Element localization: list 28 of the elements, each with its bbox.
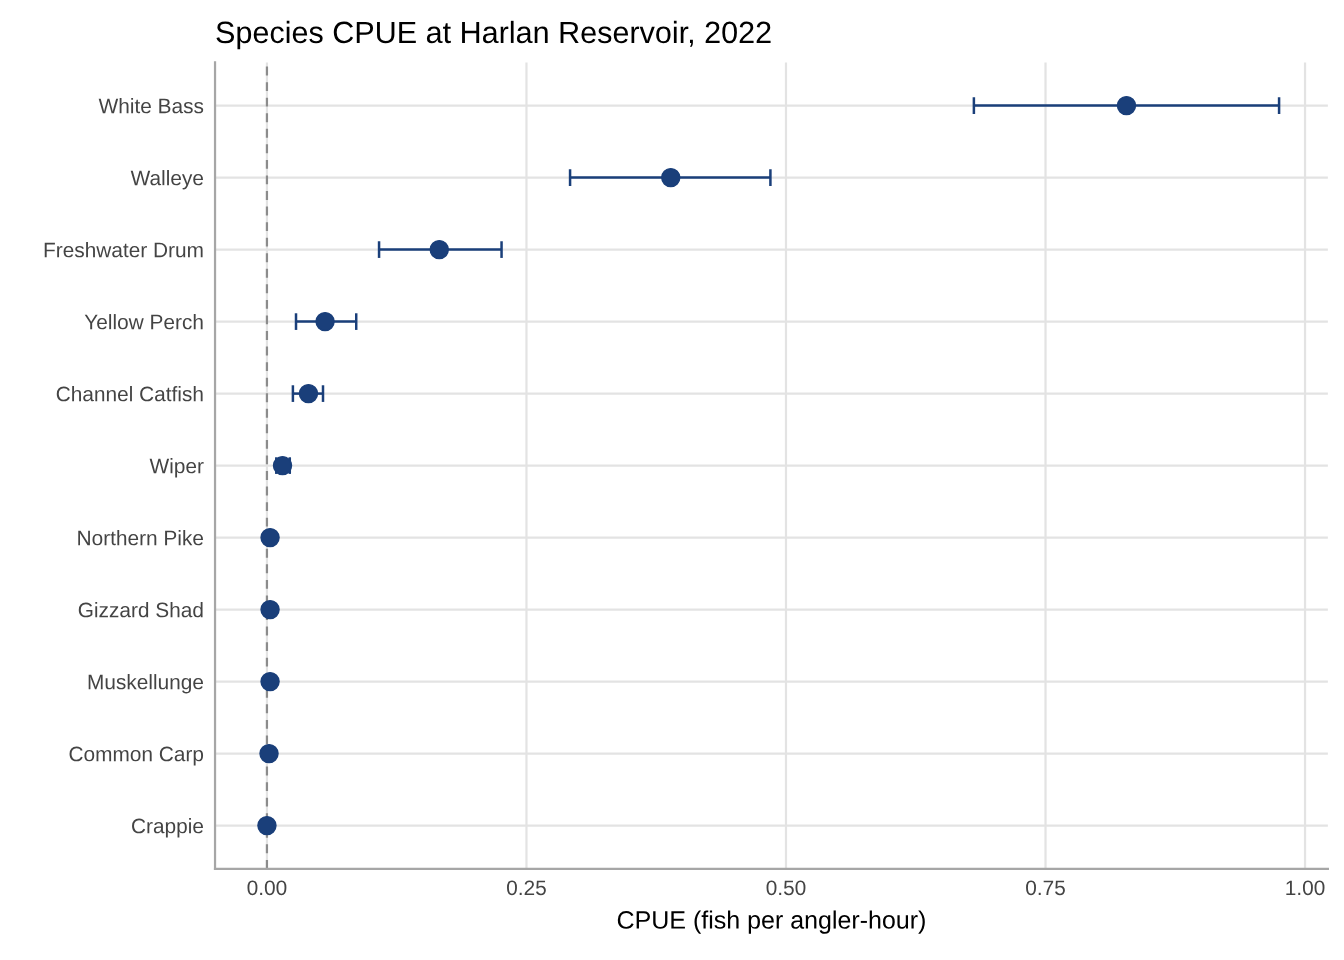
y-tick-label: Muskellunge <box>88 674 204 694</box>
y-tick-label: Wiper <box>149 458 204 478</box>
point <box>1116 95 1137 116</box>
x-axis-title: CPUE (fish per angler-hour) <box>617 910 925 934</box>
x-tick-label: 0.25 <box>507 880 546 896</box>
x-tick-label: 0.00 <box>247 880 287 896</box>
point <box>260 671 280 692</box>
point <box>260 527 280 548</box>
y-tick-label: Common Carp <box>69 746 204 766</box>
y-tick-label: Northern Pike <box>78 530 204 546</box>
point <box>257 815 277 836</box>
y-tick-label: Gizzard Shad <box>78 602 203 618</box>
y-tick-label: Yellow Perch <box>84 314 203 330</box>
x-tick-label: 1.00 <box>1286 880 1325 896</box>
point <box>661 167 681 188</box>
point <box>260 599 280 620</box>
y-tick-label: Freshwater Drum <box>44 242 203 258</box>
point <box>259 743 279 764</box>
y-tick-label: Walleye <box>130 170 203 190</box>
y-tick-label: Channel Catfish <box>56 386 203 402</box>
point <box>315 311 335 332</box>
x-tick-label: 0.50 <box>766 880 806 896</box>
y-tick-label: White Bass <box>98 98 204 114</box>
point <box>429 239 449 260</box>
point <box>298 383 319 404</box>
x-tick-label: 0.75 <box>1026 880 1065 896</box>
chart-title: Species CPUE at Harlan Reservoir, 2022 <box>216 20 771 50</box>
y-tick-label: Crappie <box>132 818 204 838</box>
